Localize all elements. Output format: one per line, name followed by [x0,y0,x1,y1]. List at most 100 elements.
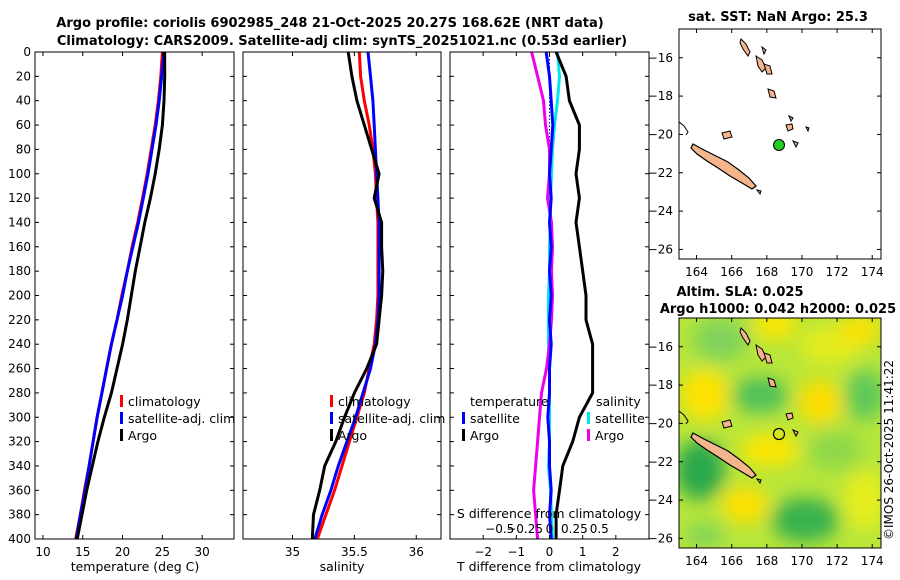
series-line-satellite-adj-clim [74,52,166,539]
sla-blob [740,434,800,466]
altim-map-title-2: Argo h1000: 0.042 h2000: 0.025 [660,302,896,317]
x-tick-label: −2 [474,545,492,559]
map-x-tick-label: 166 [720,554,743,568]
island [767,377,777,388]
x2-tick-label: 0.5 [590,522,609,536]
legend-label-climatology: climatology [128,394,201,409]
series-line-t-satellite [544,52,555,539]
x-tick-label: 30 [195,545,210,559]
series-line-satellite-adj-clim [313,52,381,539]
x-tick-label: 0 [546,545,554,559]
legend-swatch-s-argo [587,429,590,441]
x2-tick-label: −0.5 [485,522,514,536]
island [785,412,794,421]
y-tick-label: 360 [8,483,31,497]
x-tick-label: 20 [115,545,130,559]
altim-map: −16 −18 −20 −22 −24 −26 164 166 168 170 172 174 [648,317,884,568]
y-tick-label: 300 [8,410,31,424]
legend-label-s-argo: Argo [595,428,624,443]
y-tick-label: 240 [8,337,31,351]
y-tick-label: 320 [8,435,31,449]
y-tick-label: 80 [16,142,31,156]
legend-heading-salinity: salinity [596,394,641,409]
legend-swatch-t-satellite [462,412,465,424]
sla-blob [732,377,788,413]
temperature-legend: climatology satellite-adj. clim Argo [120,394,235,443]
x-tick-label: 25 [155,545,170,559]
y-tick-label: 0 [23,45,31,59]
island [755,343,767,362]
legend-swatch-climatology [120,395,123,407]
island [755,54,767,73]
legend-label-t-satellite: satellite [470,411,520,426]
imos-credit: ©IMOS 26-Oct-2025 11:41:22 [882,360,896,540]
y-tick-label: 400 [8,532,31,546]
map-x-tick-label: 170 [791,265,814,279]
island [739,327,751,346]
legend-label-satellite: satellite-adj. clim [338,411,445,426]
legend-swatch-satellite [120,412,123,424]
salinity-legend: climatology satellite-adj. clim Argo [330,394,445,443]
map-x-tick-label: 172 [826,265,849,279]
y-tick-label: 340 [8,459,31,473]
legend-label-argo: Argo [128,428,157,443]
x-tick-label: 10 [35,545,50,559]
legend-swatch-climatology [330,395,333,407]
new-caledonia-land [690,143,757,190]
sla-blob [685,523,725,547]
island [761,45,767,56]
island [721,419,733,429]
map-x-tick-label: 170 [791,554,814,568]
altim-map-title-1: Altim. SLA: 0.025 [677,285,804,300]
map-x-tick-label: 174 [861,554,884,568]
temperature-panel: 0 20 40 60 80 100 120 140 160 180 200 220 240 260 280 3… [8,45,235,574]
difference-legend: temperature satellite Argo salinity sate… [462,394,645,443]
x-tick-label: 35 [285,545,300,559]
map-y-tick-label: −18 [648,89,673,103]
y-tick-label: 280 [8,386,31,400]
island [791,140,799,149]
sla-blob [681,369,729,421]
legend-swatch-argo [330,429,333,441]
map-x-tick-label: 164 [685,554,708,568]
legend-label-climatology: climatology [338,394,411,409]
legend-label-t-argo: Argo [470,428,499,443]
map-y-tick-label: −26 [648,242,673,256]
island [721,130,733,140]
x-tick-label: 1 [579,545,587,559]
sst-map-land [679,38,810,196]
sla-blob [679,440,725,500]
sla-blob [721,487,769,523]
island [755,189,762,196]
y-tick-label: 380 [8,508,31,522]
difference-panel: −2 −1 0 1 2 −0.5−0.25 0 0.25 0.5 S difference f… [449,51,650,574]
island [767,88,777,99]
legend-swatch-s-satellite [587,412,590,424]
y-tick-label: 180 [8,264,31,278]
x-tick-label: −1 [507,545,525,559]
y-tick-label: 140 [8,215,31,229]
t-difference-xlabel: T difference from climatology [456,559,642,574]
x-tick-label: 36 [409,545,424,559]
y-tick-label: 100 [8,167,31,181]
map-y-tick-label: −20 [648,127,673,141]
temperature-axes-frame [34,51,235,540]
legend-swatch-argo [120,429,123,441]
sla-blob [692,318,748,362]
map-y-tick-label: −16 [648,340,673,354]
island [739,38,751,57]
map-y-tick-label: −16 [648,51,673,65]
map-x-tick-label: 168 [755,265,778,279]
sla-blob [798,380,842,424]
map-y-tick-label: −22 [648,166,673,180]
x-tick-label: 35.5 [341,545,368,559]
island [791,429,799,438]
island [755,478,762,485]
s-difference-xlabel: S difference from climatology [457,506,642,521]
map-y-tick-label: −24 [648,204,673,218]
legend-swatch-t-argo [462,429,465,441]
x2-tick-label: −0.25 [506,522,543,536]
sla-blob [807,430,863,470]
x-tick-label: 2 [612,545,620,559]
